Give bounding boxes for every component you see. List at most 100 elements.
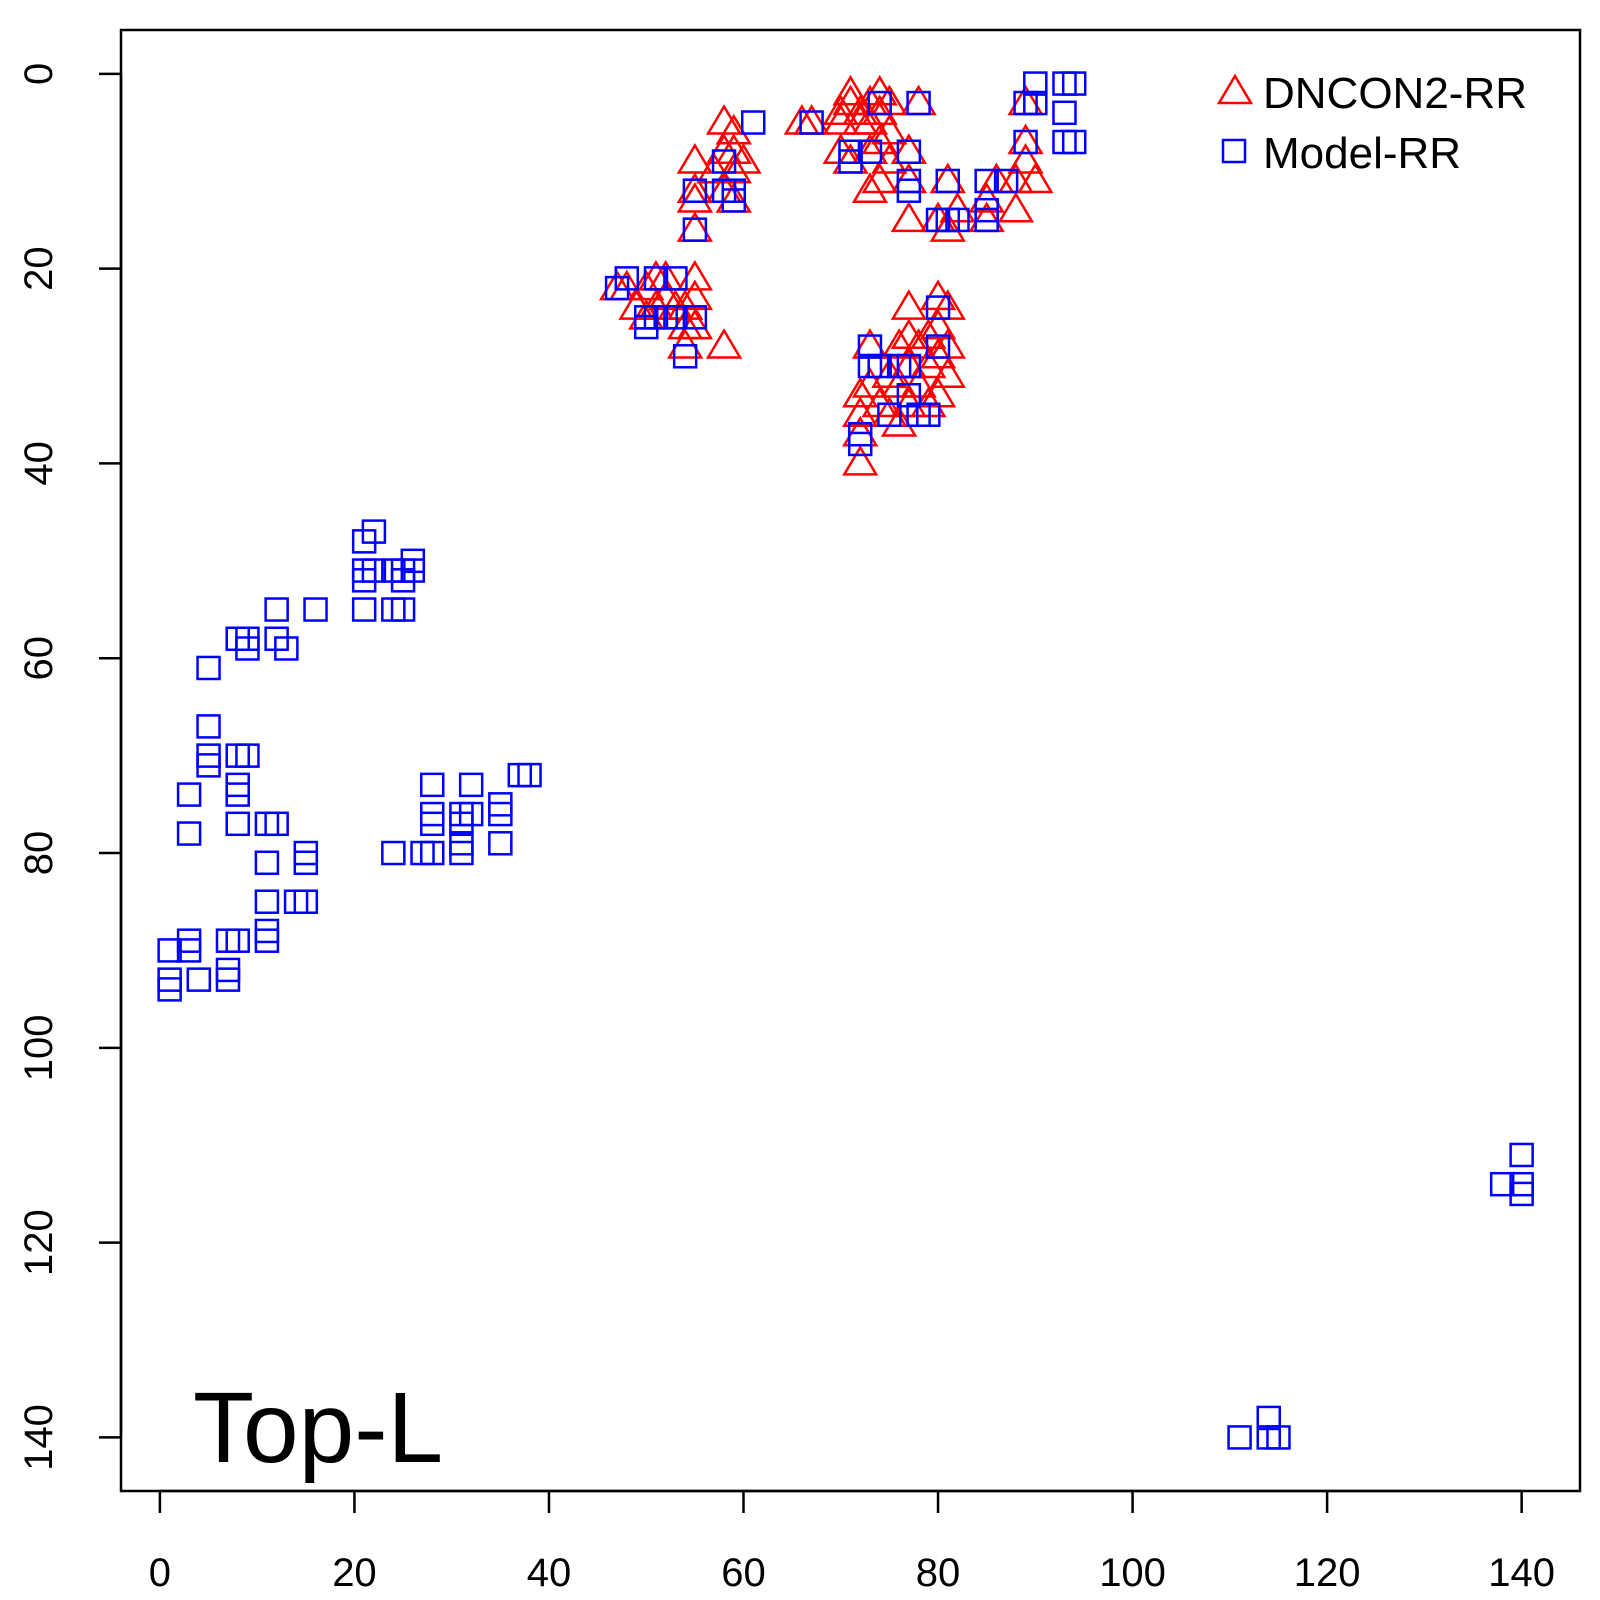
- point-model-rr: [614, 266, 640, 291]
- x-tick-label: 40: [527, 1551, 572, 1595]
- y-tick-label: 140: [17, 1404, 61, 1471]
- point-model-rr: [604, 275, 630, 301]
- point-model-rr: [896, 353, 922, 379]
- point-model-rr: [945, 207, 970, 233]
- y-tick-label: 100: [17, 1014, 61, 1081]
- point-model-rr: [254, 889, 280, 914]
- points-layer: [157, 71, 1534, 1450]
- point-model-rr: [663, 266, 688, 291]
- point-model-rr: [176, 938, 202, 963]
- point-model-rr: [176, 821, 202, 846]
- point-model-rr: [633, 314, 659, 340]
- y-tick-label: 40: [17, 441, 61, 486]
- point-model-rr: [400, 558, 426, 583]
- point-model-rr: [225, 928, 250, 953]
- point-model-rr: [1227, 1425, 1252, 1450]
- point-model-rr: [235, 636, 260, 661]
- point-model-rr: [176, 782, 202, 807]
- point-dncon2-rr: [851, 367, 889, 398]
- x-tick-label: 20: [332, 1551, 377, 1595]
- series-model-rr: [157, 71, 1534, 1450]
- point-model-rr: [838, 149, 863, 174]
- point-model-rr: [799, 110, 824, 135]
- point-model-rr: [906, 90, 931, 116]
- point-model-rr: [458, 801, 484, 827]
- point-model-rr: [857, 334, 883, 359]
- point-model-rr: [1266, 1425, 1291, 1450]
- point-model-rr: [1509, 1181, 1534, 1207]
- point-model-rr: [1052, 100, 1077, 126]
- point-model-rr: [420, 840, 445, 866]
- point-model-rr: [1509, 1142, 1534, 1168]
- legend-label-model-rr: Model-RR: [1263, 129, 1461, 178]
- point-model-rr: [420, 811, 445, 837]
- point-model-rr: [1061, 71, 1087, 96]
- point-model-rr: [351, 597, 377, 622]
- point-model-rr: [1023, 90, 1048, 116]
- point-model-rr: [682, 178, 708, 203]
- point-model-rr: [254, 850, 280, 876]
- point-model-rr: [974, 168, 999, 194]
- point-model-rr: [449, 840, 474, 866]
- point-model-rr: [381, 840, 406, 866]
- point-model-rr: [925, 334, 951, 359]
- point-model-rr: [663, 305, 688, 330]
- point-model-rr: [215, 967, 241, 992]
- point-model-rr: [867, 353, 892, 379]
- point-model-rr: [351, 568, 377, 593]
- point-model-rr: [993, 168, 1019, 194]
- point-model-rr: [458, 772, 484, 798]
- x-axis: 0 20 40 60 80 100 120 140: [149, 1489, 1555, 1595]
- point-model-rr: [857, 139, 883, 164]
- legend-marker-model-rr: [1221, 138, 1247, 164]
- point-model-rr: [1013, 129, 1038, 155]
- point-model-rr: [274, 636, 299, 661]
- point-model-rr: [157, 977, 182, 1002]
- point-model-rr: [867, 90, 892, 116]
- point-model-rr: [1489, 1171, 1515, 1197]
- x-tick-label: 140: [1488, 1551, 1555, 1595]
- point-model-rr: [925, 295, 951, 320]
- point-model-rr: [974, 207, 999, 233]
- legend-label-dncon2-rr: DNCON2-RR: [1263, 69, 1527, 118]
- point-model-rr: [390, 597, 416, 622]
- point-model-rr: [264, 597, 289, 622]
- point-model-rr: [351, 529, 377, 554]
- point-model-rr: [361, 519, 387, 544]
- x-tick-label: 60: [721, 1551, 766, 1595]
- point-dncon2-rr: [1007, 143, 1044, 174]
- legend: DNCON2-RR Model-RR: [1216, 69, 1527, 178]
- point-model-rr: [186, 967, 212, 992]
- point-dncon2-rr: [842, 396, 879, 427]
- point-dncon2-rr: [1017, 162, 1054, 194]
- point-model-rr: [488, 831, 513, 856]
- point-dncon2-rr: [696, 152, 733, 184]
- point-dncon2-rr: [842, 444, 879, 476]
- point-model-rr: [682, 217, 708, 242]
- point-model-rr: [293, 850, 319, 876]
- y-tick-label: 60: [17, 636, 61, 681]
- point-dncon2-rr: [861, 162, 898, 194]
- x-tick-label: 120: [1294, 1551, 1361, 1595]
- point-model-rr: [896, 383, 922, 408]
- point-dncon2-rr: [997, 191, 1035, 223]
- point-model-rr: [390, 568, 416, 593]
- x-tick-label: 80: [916, 1551, 961, 1595]
- x-tick-label: 0: [149, 1551, 171, 1595]
- y-tick-label: 20: [17, 246, 61, 291]
- point-model-rr: [449, 811, 474, 837]
- point-model-rr: [847, 431, 873, 457]
- point-model-rr: [517, 762, 542, 788]
- point-dncon2-rr: [929, 357, 966, 389]
- point-dncon2-rr: [929, 211, 966, 242]
- point-model-rr: [420, 772, 445, 798]
- point-dncon2-rr: [919, 376, 957, 408]
- point-dncon2-rr: [851, 172, 889, 203]
- point-model-rr: [896, 178, 922, 203]
- point-model-rr: [672, 344, 698, 369]
- point-model-rr: [488, 801, 513, 827]
- x-tick-label: 100: [1099, 1551, 1166, 1595]
- point-dncon2-rr: [842, 376, 879, 408]
- point-dncon2-rr: [705, 328, 743, 359]
